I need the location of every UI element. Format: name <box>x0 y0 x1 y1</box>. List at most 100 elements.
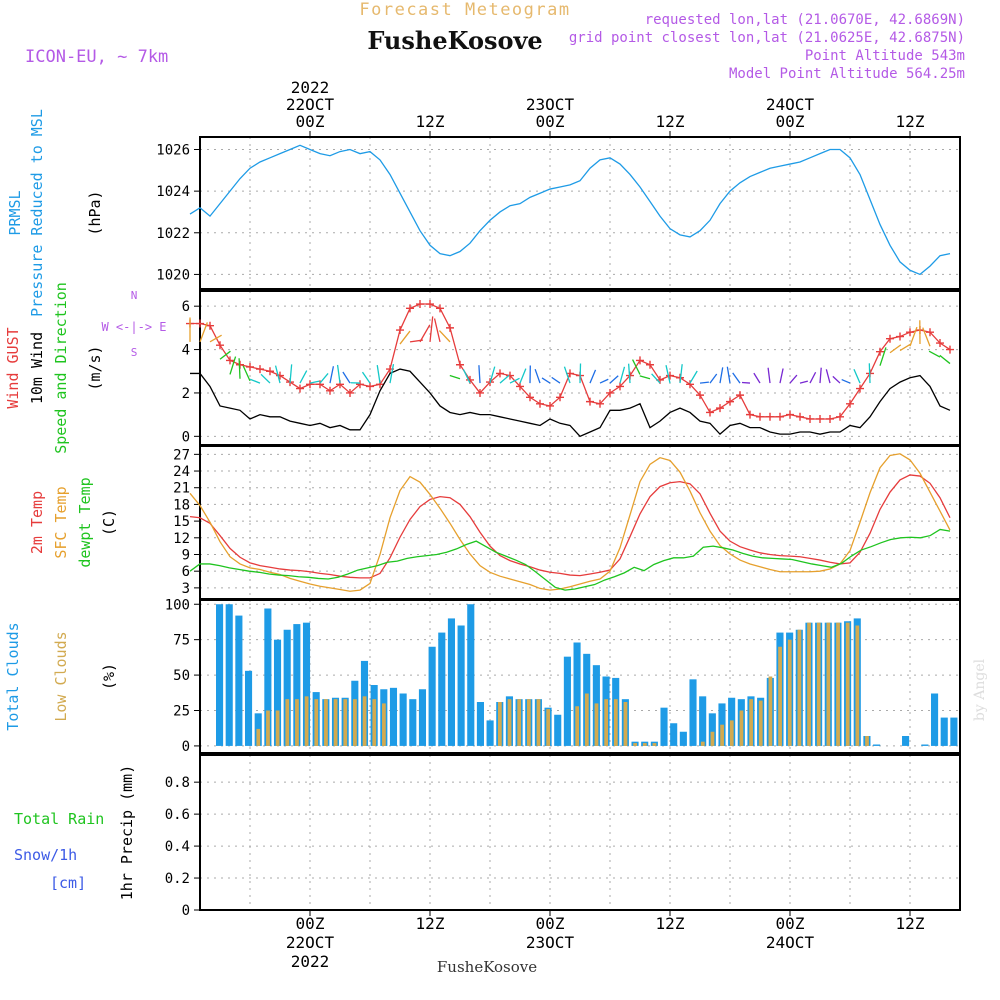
low-cloud-bar <box>575 706 580 746</box>
low-cloud-bar <box>749 699 753 746</box>
y-tick-label: 1026 <box>156 142 190 158</box>
wind-direction-arrow <box>853 368 861 384</box>
wind-direction-arrow <box>939 354 951 365</box>
wind-direction-arrow <box>819 367 822 384</box>
wind-direction-arrow <box>579 363 582 384</box>
y-tick-label: 27 <box>173 447 190 463</box>
compass-north: N <box>131 289 138 302</box>
time-label-bottom: 00Z <box>536 914 565 933</box>
low-cloud-bar <box>855 625 860 746</box>
gust-marker <box>556 393 564 402</box>
low-cloud-bar <box>845 622 850 746</box>
time-label-top: 23OCT <box>526 95 575 114</box>
wind-direction-arrow <box>599 378 609 384</box>
gust-marker <box>876 347 884 356</box>
wind-direction-arrow <box>309 380 320 384</box>
time-label-top: 00Z <box>776 112 805 131</box>
y-tick-label: 0 <box>182 903 190 919</box>
wind-direction-arrow <box>563 366 571 384</box>
low-cloud-bar <box>836 622 840 746</box>
low-cloud-bar <box>816 622 821 746</box>
low-cloud-bar <box>353 699 357 746</box>
y-tick-label: 0.6 <box>165 807 190 823</box>
wind-direction-arrow <box>319 372 329 384</box>
legend-snow-unit: [cm] <box>50 874 86 892</box>
total-cloud-bar <box>708 713 716 746</box>
wind-direction-arrow <box>832 375 841 384</box>
total-cloud-bar <box>273 639 282 746</box>
wind-direction-arrow <box>922 327 931 347</box>
wind-direction-arrow <box>651 373 661 384</box>
time-label-bottom: 12Z <box>656 914 685 933</box>
wind-direction-arrow <box>609 375 619 384</box>
gust-marker <box>596 399 604 408</box>
gust-marker <box>586 397 594 406</box>
gust-marker <box>766 412 774 421</box>
total-cloud-bar <box>563 656 571 746</box>
gust-marker <box>206 321 214 330</box>
gust-marker <box>446 323 454 332</box>
total-cloud-bar <box>293 624 301 746</box>
gust-marker <box>396 326 404 335</box>
product-title: Forecast Meteogram <box>359 0 570 20</box>
wind-direction-arrow <box>534 368 541 384</box>
low-cloud-bar <box>642 743 647 746</box>
total-cloud-bar <box>921 744 929 746</box>
wind-direction-arrow <box>928 350 941 358</box>
total-cloud-bar <box>389 687 398 746</box>
total-cloud-bar <box>418 689 427 746</box>
total-cloud-bar <box>660 707 668 746</box>
gust-marker <box>846 399 854 408</box>
total-cloud-bar <box>302 622 311 746</box>
y-tick-label: 3 <box>182 581 190 597</box>
low-cloud-bar <box>275 710 280 746</box>
low-cloud-bar <box>720 724 724 746</box>
gust-marker <box>266 367 274 376</box>
gust-marker <box>406 304 414 313</box>
low-cloud-bar <box>526 699 531 746</box>
low-cloud-bar <box>546 709 551 746</box>
wind-direction-arrow <box>299 370 308 384</box>
wind-direction-arrow <box>741 381 751 384</box>
gust-marker <box>246 362 254 371</box>
wind-direction-arrow <box>825 369 831 384</box>
wind-direction-arrow <box>329 366 335 384</box>
panel-label: Total Clouds <box>4 622 22 730</box>
y-tick-label: 75 <box>173 633 190 649</box>
total-cloud-bar <box>428 646 436 746</box>
wind-direction-arrow <box>219 350 231 360</box>
total-cloud-bar <box>476 702 484 746</box>
gust-marker <box>436 304 444 313</box>
wind-direction-arrow <box>274 365 281 384</box>
gust-marker <box>276 371 284 380</box>
low-cloud-bar <box>304 696 309 746</box>
wind-direction-arrow <box>462 368 471 384</box>
y-tick-label: 6 <box>182 299 190 315</box>
y-tick-label: 4 <box>182 343 190 359</box>
wind-direction-arrow <box>809 371 817 384</box>
wind-direction-arrow <box>342 371 351 384</box>
wind-direction-arrow <box>619 366 626 384</box>
gust-marker <box>826 414 834 423</box>
wind-direction-arrow <box>689 370 698 384</box>
gust-marker <box>476 388 484 397</box>
legend-snow: Snow/1h <box>14 846 77 864</box>
time-label-top: 24OCT <box>766 95 815 114</box>
gust-marker <box>856 384 864 393</box>
gust-marker <box>346 388 354 397</box>
low-cloud-bar <box>865 736 869 746</box>
wind-direction-arrow <box>336 364 341 384</box>
gust-marker <box>356 380 364 389</box>
low-cloud-bar <box>497 702 502 746</box>
gust-marker <box>816 414 824 423</box>
y-tick-label: 0.8 <box>165 775 190 791</box>
wind-direction-arrow <box>767 367 771 384</box>
wind-direction-arrow <box>238 358 241 379</box>
gust-marker <box>196 319 204 328</box>
model-point-altitude: Model Point Altitude 564.25m <box>729 66 965 82</box>
total-cloud-bar <box>438 632 446 746</box>
low-cloud-bar <box>710 731 715 746</box>
gust-marker <box>416 300 424 309</box>
gust-marker <box>706 408 714 417</box>
